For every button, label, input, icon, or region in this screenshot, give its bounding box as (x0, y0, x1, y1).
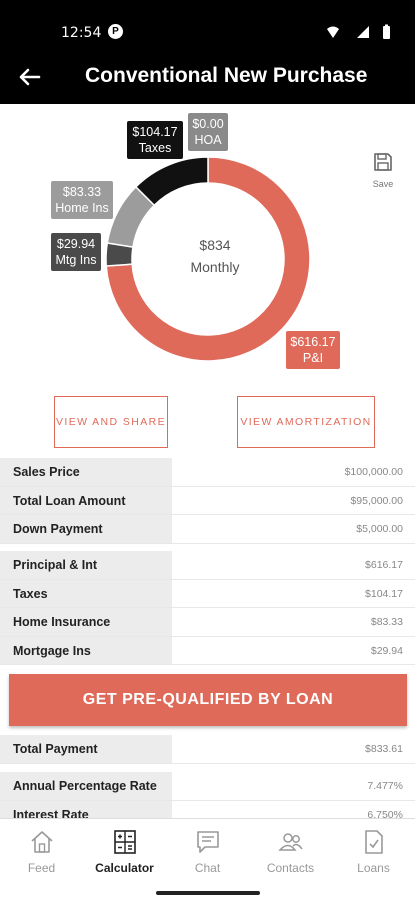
save-label: Save (372, 179, 394, 189)
nav-label-loans: Loans (357, 861, 390, 875)
wifi-icon (327, 26, 339, 38)
row-value: $100,000.00 (344, 466, 403, 478)
loan-summary-table: Sales Price $100,000.00 Total Loan Amoun… (0, 458, 415, 544)
tag-home-ins: $83.33 Home Ins (51, 181, 113, 219)
nav-item-feed[interactable]: Feed (0, 829, 83, 875)
donut-slice-taxes[interactable] (134, 156, 209, 207)
view-amortization-button[interactable]: VIEW AMORTIZATION (237, 396, 375, 448)
app-bar: Conventional New Purchase (0, 50, 415, 104)
row-value: $833.61 (365, 743, 403, 755)
row-value: $616.17 (365, 559, 403, 571)
back-arrow-icon[interactable] (14, 62, 44, 92)
table-row: Down Payment $5,000.00 (0, 515, 415, 544)
home-icon (30, 831, 53, 853)
row-label: Taxes (0, 579, 172, 607)
payment-breakdown-table: Principal & Int $616.17 Taxes $104.17 Ho… (0, 551, 415, 665)
view-and-share-button[interactable]: VIEW AND SHARE (54, 396, 168, 448)
donut-chart (105, 156, 311, 362)
nav-label-calculator: Calculator (95, 861, 154, 875)
tag-hoa-name: HOA (194, 133, 222, 147)
page-title: Conventional New Purchase (85, 64, 368, 87)
row-value: $104.17 (365, 587, 403, 600)
row-value: $95,000.00 (350, 494, 403, 507)
tag-home-ins-name: Home Ins (55, 201, 109, 215)
tag-hoa-value: $0.00 (192, 117, 224, 131)
row-label: Principal & Int (0, 551, 172, 579)
calculator-icon (113, 830, 136, 854)
cell-signal-icon (357, 26, 369, 38)
row-label: Down Payment (0, 515, 172, 543)
status-bar: 12:54 P (0, 0, 415, 50)
gesture-bar (156, 891, 260, 895)
table-row: Annual Percentage Rate 7.477% (0, 772, 415, 801)
document-check-icon (364, 830, 383, 854)
tag-taxes: $104.17 Taxes (127, 121, 183, 159)
tag-hoa: $0.00 HOA (188, 113, 228, 151)
nav-label-feed: Feed (27, 861, 56, 875)
nav-item-chat[interactable]: Chat (166, 829, 249, 875)
status-time: 12:54 (61, 25, 102, 41)
get-pre-qualified-button[interactable]: GET PRE-QUALIFIED BY LOAN (9, 674, 407, 726)
bottom-navigation: Feed Calculator Chat Contacts Loans (0, 818, 415, 900)
table-row: Mortgage Ins $29.94 (0, 636, 415, 665)
tag-mtg-ins: $29.94 Mtg Ins (51, 233, 101, 271)
nav-item-loans[interactable]: Loans (332, 829, 415, 875)
row-label: Annual Percentage Rate (0, 772, 172, 800)
tag-mtg-ins-name: Mtg Ins (55, 253, 97, 267)
row-label: Mortgage Ins (0, 636, 172, 664)
row-label: Total Loan Amount (0, 486, 172, 514)
tag-pi: $616.17 P&I (286, 331, 340, 369)
row-value: 7.477% (367, 780, 403, 792)
table-row: Principal & Int $616.17 (0, 551, 415, 580)
totals-table: Total Payment $833.61 (0, 735, 415, 764)
monthly-amount: $834 (199, 237, 231, 253)
row-label: Total Payment (0, 735, 172, 763)
nav-label-chat: Chat (194, 861, 221, 875)
nav-item-contacts[interactable]: Contacts (249, 829, 332, 875)
table-row: Sales Price $100,000.00 (0, 458, 415, 487)
table-row: Total Payment $833.61 (0, 735, 415, 764)
row-value: $5,000.00 (356, 523, 403, 535)
payment-chart: $834 Monthly (0, 104, 415, 394)
nav-item-calculator[interactable]: Calculator (83, 829, 166, 875)
save-button[interactable]: Save (368, 152, 398, 190)
table-row: Taxes $104.17 (0, 579, 415, 608)
tag-mtg-ins-value: $29.94 (56, 237, 96, 251)
tag-home-ins-value: $83.33 (62, 185, 102, 199)
chat-icon (196, 831, 219, 853)
table-row: Total Loan Amount $95,000.00 (0, 486, 415, 515)
save-icon (374, 153, 392, 171)
tag-pi-name: P&I (302, 351, 324, 365)
system-status-icons (327, 24, 390, 39)
nav-label-contacts: Contacts (266, 861, 315, 875)
battery-icon (383, 26, 390, 39)
tag-taxes-name: Taxes (138, 141, 172, 155)
tag-taxes-value: $104.17 (132, 125, 178, 139)
row-value: $83.33 (370, 616, 403, 628)
contacts-icon (277, 833, 303, 851)
row-label: Sales Price (0, 458, 172, 486)
donut-slice-p-i[interactable] (105, 156, 311, 362)
row-label: Home Insurance (0, 608, 172, 636)
notification-badge-icon: P (108, 24, 123, 39)
table-row: Home Insurance $83.33 (0, 608, 415, 637)
row-value: 6.750% (367, 808, 403, 821)
tag-pi-value: $616.17 (290, 335, 336, 349)
chart-center-text: $834 Monthly (170, 234, 260, 278)
row-value: $29.94 (370, 644, 403, 657)
monthly-label: Monthly (190, 259, 240, 275)
